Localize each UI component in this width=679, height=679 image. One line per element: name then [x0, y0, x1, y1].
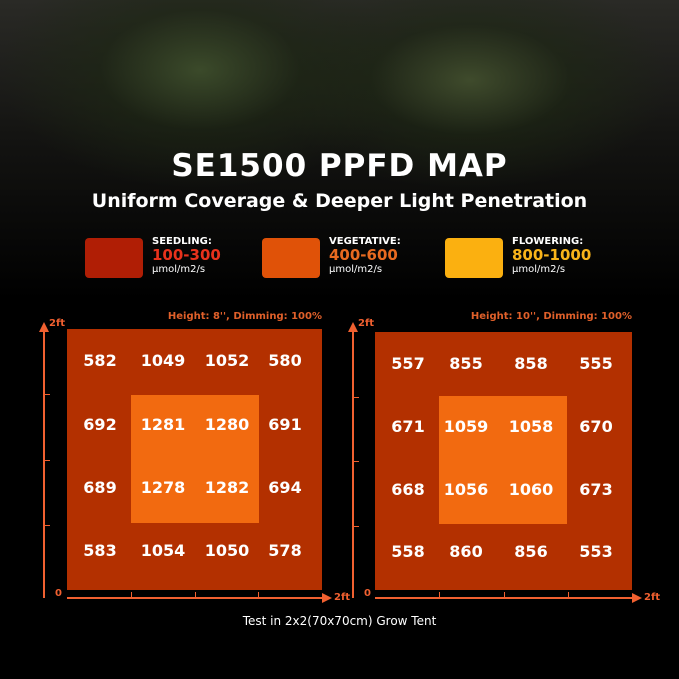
- ppfd-cell: 582: [83, 351, 117, 370]
- map-0-y-axis: [43, 330, 45, 598]
- page-subtitle: Uniform Coverage & Deeper Light Penetrat…: [91, 190, 588, 212]
- ppfd-cell: 1282: [204, 478, 250, 497]
- legend-stage: FLOWERING:: [512, 236, 584, 247]
- ppfd-cell: 1049: [140, 351, 186, 370]
- ppfd-cell: 1052: [204, 351, 250, 370]
- x-tick: [258, 592, 260, 597]
- ppfd-cell: 580: [268, 351, 302, 370]
- ppfd-cell: 553: [579, 542, 613, 561]
- map-1-x-arrow: [632, 593, 642, 603]
- map-1-y-arrow: [348, 322, 358, 332]
- ppfd-cell: 692: [83, 415, 117, 434]
- ppfd-cell: 1280: [204, 415, 250, 434]
- legend-unit: μmol/m2/s: [512, 263, 566, 275]
- ppfd-cell: 673: [579, 480, 613, 499]
- ppfd-cell: 1058: [508, 417, 554, 436]
- y-tick: [354, 525, 359, 527]
- ppfd-cell: 856: [514, 542, 548, 561]
- ppfd-cell: 671: [391, 417, 425, 436]
- y-tick: [45, 394, 50, 396]
- x-tick: [567, 592, 569, 597]
- ppfd-cell: 858: [514, 354, 548, 373]
- legend-swatch-0: [85, 238, 143, 278]
- legend-entry-2: FLOWERING: 800-1000 μmol/m2/s: [512, 236, 591, 275]
- ppfd-cell: 855: [449, 354, 483, 373]
- y-tick: [45, 524, 50, 526]
- ppfd-cell: 694: [268, 478, 302, 497]
- legend-unit: μmol/m2/s: [152, 263, 206, 275]
- ppfd-cell: 578: [268, 541, 302, 560]
- map-0-x-arrow: [322, 593, 332, 603]
- legend-swatch-1: [262, 238, 320, 278]
- ppfd-cell: 557: [391, 354, 425, 373]
- map-0-origin-label: 0: [55, 588, 62, 599]
- map-1-inner-zone: [439, 396, 567, 524]
- legend-unit: μmol/m2/s: [329, 263, 383, 275]
- map-1-origin-label: 0: [364, 588, 371, 599]
- map-1-y-axis: [352, 330, 354, 598]
- ppfd-cell: 1054: [140, 541, 186, 560]
- y-tick: [45, 459, 50, 461]
- ppfd-cell: 1281: [140, 415, 186, 434]
- map-0-inner-zone: [131, 395, 259, 523]
- legend-range: 100-300: [152, 246, 221, 264]
- legend-stage: VEGETATIVE:: [329, 236, 401, 247]
- page-title: SE1500 PPFD MAP: [171, 148, 508, 184]
- ppfd-cell: 670: [579, 417, 613, 436]
- map-0-y-max-label: 2ft: [49, 318, 66, 329]
- legend-range: 400-600: [329, 246, 398, 264]
- ppfd-cell: 1060: [508, 480, 554, 499]
- map-0-x-axis: [67, 597, 322, 599]
- legend-swatch-2: [445, 238, 503, 278]
- ppfd-cell: 1056: [443, 480, 489, 499]
- legend-stage: SEEDLING:: [152, 236, 212, 247]
- ppfd-cell: 860: [449, 542, 483, 561]
- x-tick: [194, 592, 196, 597]
- ppfd-cell: 583: [83, 541, 117, 560]
- ppfd-cell: 555: [579, 354, 613, 373]
- ppfd-cell: 689: [83, 478, 117, 497]
- map-1-y-max-label: 2ft: [358, 318, 375, 329]
- ppfd-cell: 1059: [443, 417, 489, 436]
- y-tick: [354, 396, 359, 398]
- ppfd-cell: 558: [391, 542, 425, 561]
- ppfd-cell: 691: [268, 415, 302, 434]
- x-tick: [439, 592, 441, 597]
- ppfd-cell: 1050: [204, 541, 250, 560]
- legend-range: 800-1000: [512, 246, 592, 264]
- map-0-x-max-label: 2ft: [334, 592, 351, 603]
- map-1-title: Height: 10'', Dimming: 100%: [470, 311, 632, 322]
- map-1-x-axis: [375, 597, 632, 599]
- legend-entry-1: VEGETATIVE: 400-600 μmol/m2/s: [329, 236, 401, 275]
- x-tick: [130, 592, 132, 597]
- ppfd-cell: 668: [391, 480, 425, 499]
- x-tick: [503, 592, 505, 597]
- map-0-title: Height: 8'', Dimming: 100%: [167, 311, 322, 322]
- map-1-x-max-label: 2ft: [644, 592, 661, 603]
- footer-note: Test in 2x2(70x70cm) Grow Tent: [242, 614, 437, 628]
- ppfd-cell: 1278: [140, 478, 186, 497]
- map-0-y-arrow: [39, 322, 49, 332]
- legend-entry-0: SEEDLING: 100-300 μmol/m2/s: [152, 236, 221, 275]
- y-tick: [354, 461, 359, 462]
